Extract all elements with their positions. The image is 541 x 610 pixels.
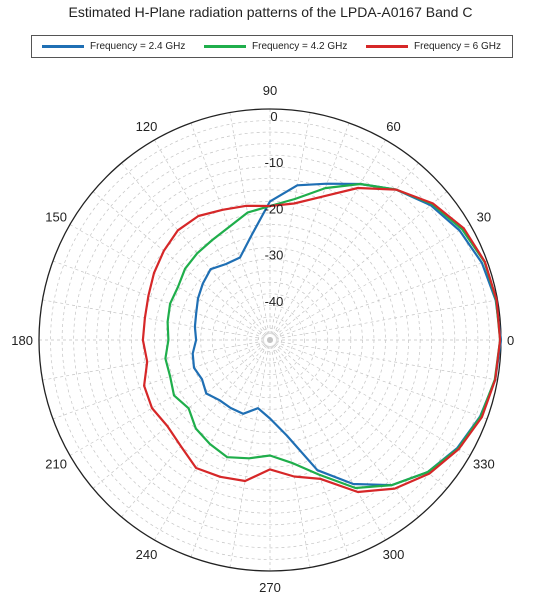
angle-tick-label: 60 <box>386 119 400 134</box>
angle-tick-label: 150 <box>45 210 67 225</box>
angle-tick-label: 0 <box>507 333 514 348</box>
legend: Frequency = 2.4 GHz Frequency = 4.2 GHz … <box>31 35 513 58</box>
angle-tick-label: 270 <box>259 580 281 595</box>
radial-tick-label: 0 <box>270 109 277 124</box>
angle-tick-label: 330 <box>473 457 495 472</box>
grid-spoke <box>42 299 271 341</box>
grid-spoke <box>269 112 311 341</box>
grid-spoke <box>269 191 448 341</box>
angle-tick-label: 90 <box>263 83 277 98</box>
grid-ring <box>96 166 444 514</box>
radial-tick-label: -40 <box>265 294 284 309</box>
legend-label-2-4ghz: Frequency = 2.4 GHz <box>90 41 186 52</box>
grid-spoke <box>269 224 471 341</box>
grid-spoke <box>69 224 271 341</box>
legend-entry-6ghz: Frequency = 6 GHz <box>366 36 501 57</box>
grid-spoke <box>92 339 271 489</box>
grid-ring <box>200 270 340 410</box>
polar-grid <box>38 108 502 572</box>
radial-tick-label: -10 <box>265 155 284 170</box>
radial-tick-label: -20 <box>265 201 284 216</box>
radial-tick-label: -30 <box>265 248 284 263</box>
grid-spoke <box>92 191 271 341</box>
axis-labels: 0 30 60 90 120 150 180 210 240 270 300 330 0 -10 -20 -3… <box>11 83 514 595</box>
legend-label-4-2ghz: Frequency = 4.2 GHz <box>252 41 348 52</box>
grid-spoke <box>269 339 448 489</box>
series-line-1 <box>164 182 502 490</box>
grid-ring <box>258 328 282 352</box>
grid-ring <box>246 316 294 364</box>
chart-title: Estimated H-Plane radiation patterns of … <box>68 4 473 20</box>
angle-tick-label: 180 <box>11 333 33 348</box>
grid-ring <box>50 120 490 560</box>
angle-tick-label: 120 <box>136 119 158 134</box>
grid-ring <box>223 293 317 387</box>
grid-spoke <box>269 162 419 341</box>
grid-spoke <box>269 339 419 518</box>
series-line-2 <box>141 186 502 494</box>
grid-spoke <box>269 122 350 341</box>
grid-ring <box>84 154 456 526</box>
grid-spoke <box>229 339 271 568</box>
legend-label-6ghz: Frequency = 6 GHz <box>414 41 501 52</box>
grid-spoke <box>69 339 271 456</box>
legend-swatch-6ghz <box>366 45 408 48</box>
grid-spoke <box>269 260 488 341</box>
angle-tick-label: 240 <box>136 547 158 562</box>
grid-spoke <box>42 339 271 381</box>
grid-spoke <box>269 139 386 341</box>
grid-spoke <box>269 339 488 420</box>
grid-spoke <box>269 299 498 341</box>
grid-spoke <box>154 339 271 541</box>
grid-spoke <box>190 122 271 341</box>
grid-spoke <box>269 339 386 541</box>
angle-tick-label: 300 <box>383 547 405 562</box>
grid-spoke <box>269 339 471 456</box>
legend-entry-4-2ghz: Frequency = 4.2 GHz <box>204 36 347 57</box>
grid-spoke <box>269 339 311 568</box>
legend-swatch-4-2ghz <box>204 45 246 48</box>
grid-spoke <box>190 339 271 558</box>
grid-spoke <box>229 112 271 341</box>
grid-spoke <box>52 339 271 420</box>
grid-ring <box>211 281 329 399</box>
legend-entry-2-4ghz: Frequency = 2.4 GHz <box>42 36 185 57</box>
series-lines <box>141 182 503 494</box>
grid-ring <box>107 177 433 503</box>
grid-spoke <box>121 162 271 341</box>
grid-spoke <box>269 339 350 558</box>
grid-ring <box>73 143 467 537</box>
grid-spoke <box>52 260 271 341</box>
legend-swatch-2-4ghz <box>42 45 84 48</box>
angle-tick-label: 210 <box>45 457 67 472</box>
grid-spoke <box>269 339 498 381</box>
grid-ring <box>61 131 479 549</box>
angle-tick-label: 30 <box>477 210 491 225</box>
grid-ring <box>235 305 306 376</box>
